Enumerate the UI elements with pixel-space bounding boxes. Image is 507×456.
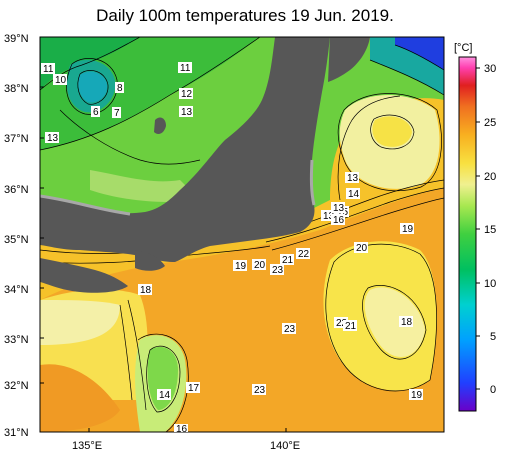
svg-text:21: 21 [345,321,357,332]
svg-text:16: 16 [333,215,345,226]
colorbar-tick: 5 [490,331,496,343]
contour-labels: 11 10 8 6 7 11 12 13 13 13 13 14 15 16 1… [41,62,423,435]
map-title: Daily 100m temperatures 19 Jun. 2019. [96,6,394,25]
svg-text:19: 19 [235,261,247,272]
longitude-labels: 135°E 140°E [72,440,300,452]
contour-label: 13 [321,210,335,222]
svg-text:20: 20 [254,260,266,271]
svg-text:12: 12 [181,89,193,100]
svg-text:13: 13 [347,173,359,184]
contour-label: 16 [331,214,345,226]
svg-text:20: 20 [356,243,368,254]
svg-text:23: 23 [272,265,284,276]
svg-text:19: 19 [402,224,414,235]
svg-text:11: 11 [180,63,191,74]
svg-text:23: 23 [254,385,266,396]
contour-label: 13 [331,202,345,214]
lat-label: 34°N [4,284,29,296]
contour-label: 20 [354,242,368,254]
contour-label: 14 [346,188,360,200]
colorbar-tick: 10 [484,278,496,290]
svg-text:23: 23 [284,324,296,335]
lat-label: 38°N [4,83,29,95]
lat-label: 36°N [4,184,29,196]
svg-text:18: 18 [140,285,152,296]
map-field [40,37,444,432]
svg-text:11: 11 [43,64,54,75]
lat-label: 33°N [4,334,29,346]
svg-text:6: 6 [93,107,99,118]
contour-label: 13 [45,132,59,144]
lat-label: 31°N [4,427,29,439]
contour-label: 23 [270,264,284,276]
lon-label: 135°E [72,440,102,452]
svg-text:10: 10 [55,75,67,86]
colorbar-tick: 25 [484,117,496,129]
contour-label: 13 [179,106,193,118]
colorbar: [°C] 30 25 20 15 10 5 0 [454,42,496,412]
contour-label: 11 [41,63,55,75]
contour-label: 21 [343,320,357,332]
contour-label: 19 [409,389,423,401]
contour-label: 10 [53,74,67,86]
svg-text:18: 18 [401,317,413,328]
contour-label: 22 [296,248,310,260]
svg-text:13: 13 [181,107,193,118]
svg-text:22: 22 [336,318,348,329]
contour-label: 8 [115,82,124,94]
latitude-labels: 39°N 38°N 37°N 36°N 35°N 34°N 33°N 32°N … [4,33,29,439]
svg-text:13: 13 [323,211,335,222]
svg-text:16: 16 [176,424,188,435]
svg-text:7: 7 [114,108,120,119]
colorbar-tick: 0 [490,384,496,396]
contour-label: 21 [280,254,294,266]
contour-label: 22 [334,317,348,329]
lat-label: 32°N [4,380,29,392]
lat-label: 37°N [4,133,29,145]
colorbar-tick: 15 [484,224,496,236]
lat-label: 35°N [4,234,29,246]
contour-label: 18 [138,284,152,296]
contour-label: 12 [179,88,193,100]
contour-label: 14 [157,389,171,401]
svg-text:22: 22 [298,249,310,260]
contour-label: 18 [399,316,413,328]
colorbar-scale [458,56,477,412]
contour-label: 6 [91,106,100,118]
contour-label: 16 [174,424,188,435]
lat-label: 39°N [4,33,29,45]
lon-label: 140°E [270,440,300,452]
contour-label: 19 [400,223,414,235]
contour-label: 23 [252,384,266,396]
svg-text:14: 14 [159,390,171,401]
contour-label: 17 [186,382,200,394]
contour-label: 11 [178,62,192,74]
svg-text:14: 14 [348,189,360,200]
svg-text:13: 13 [47,133,59,144]
contour-label: 19 [233,260,247,272]
contour-label: 20 [252,259,266,271]
svg-text:13: 13 [333,203,345,214]
colorbar-tick: 30 [484,63,496,75]
contour-label: 7 [112,107,121,119]
svg-text:8: 8 [117,83,123,94]
svg-text:21: 21 [282,255,294,266]
colorbar-unit: [°C] [454,42,472,54]
axis-ticks [40,36,287,432]
svg-text:17: 17 [188,383,200,394]
svg-text:19: 19 [411,390,423,401]
contour-label: 23 [282,323,296,335]
colorbar-tick: 20 [484,171,496,183]
contour-label: 13 [345,172,359,184]
